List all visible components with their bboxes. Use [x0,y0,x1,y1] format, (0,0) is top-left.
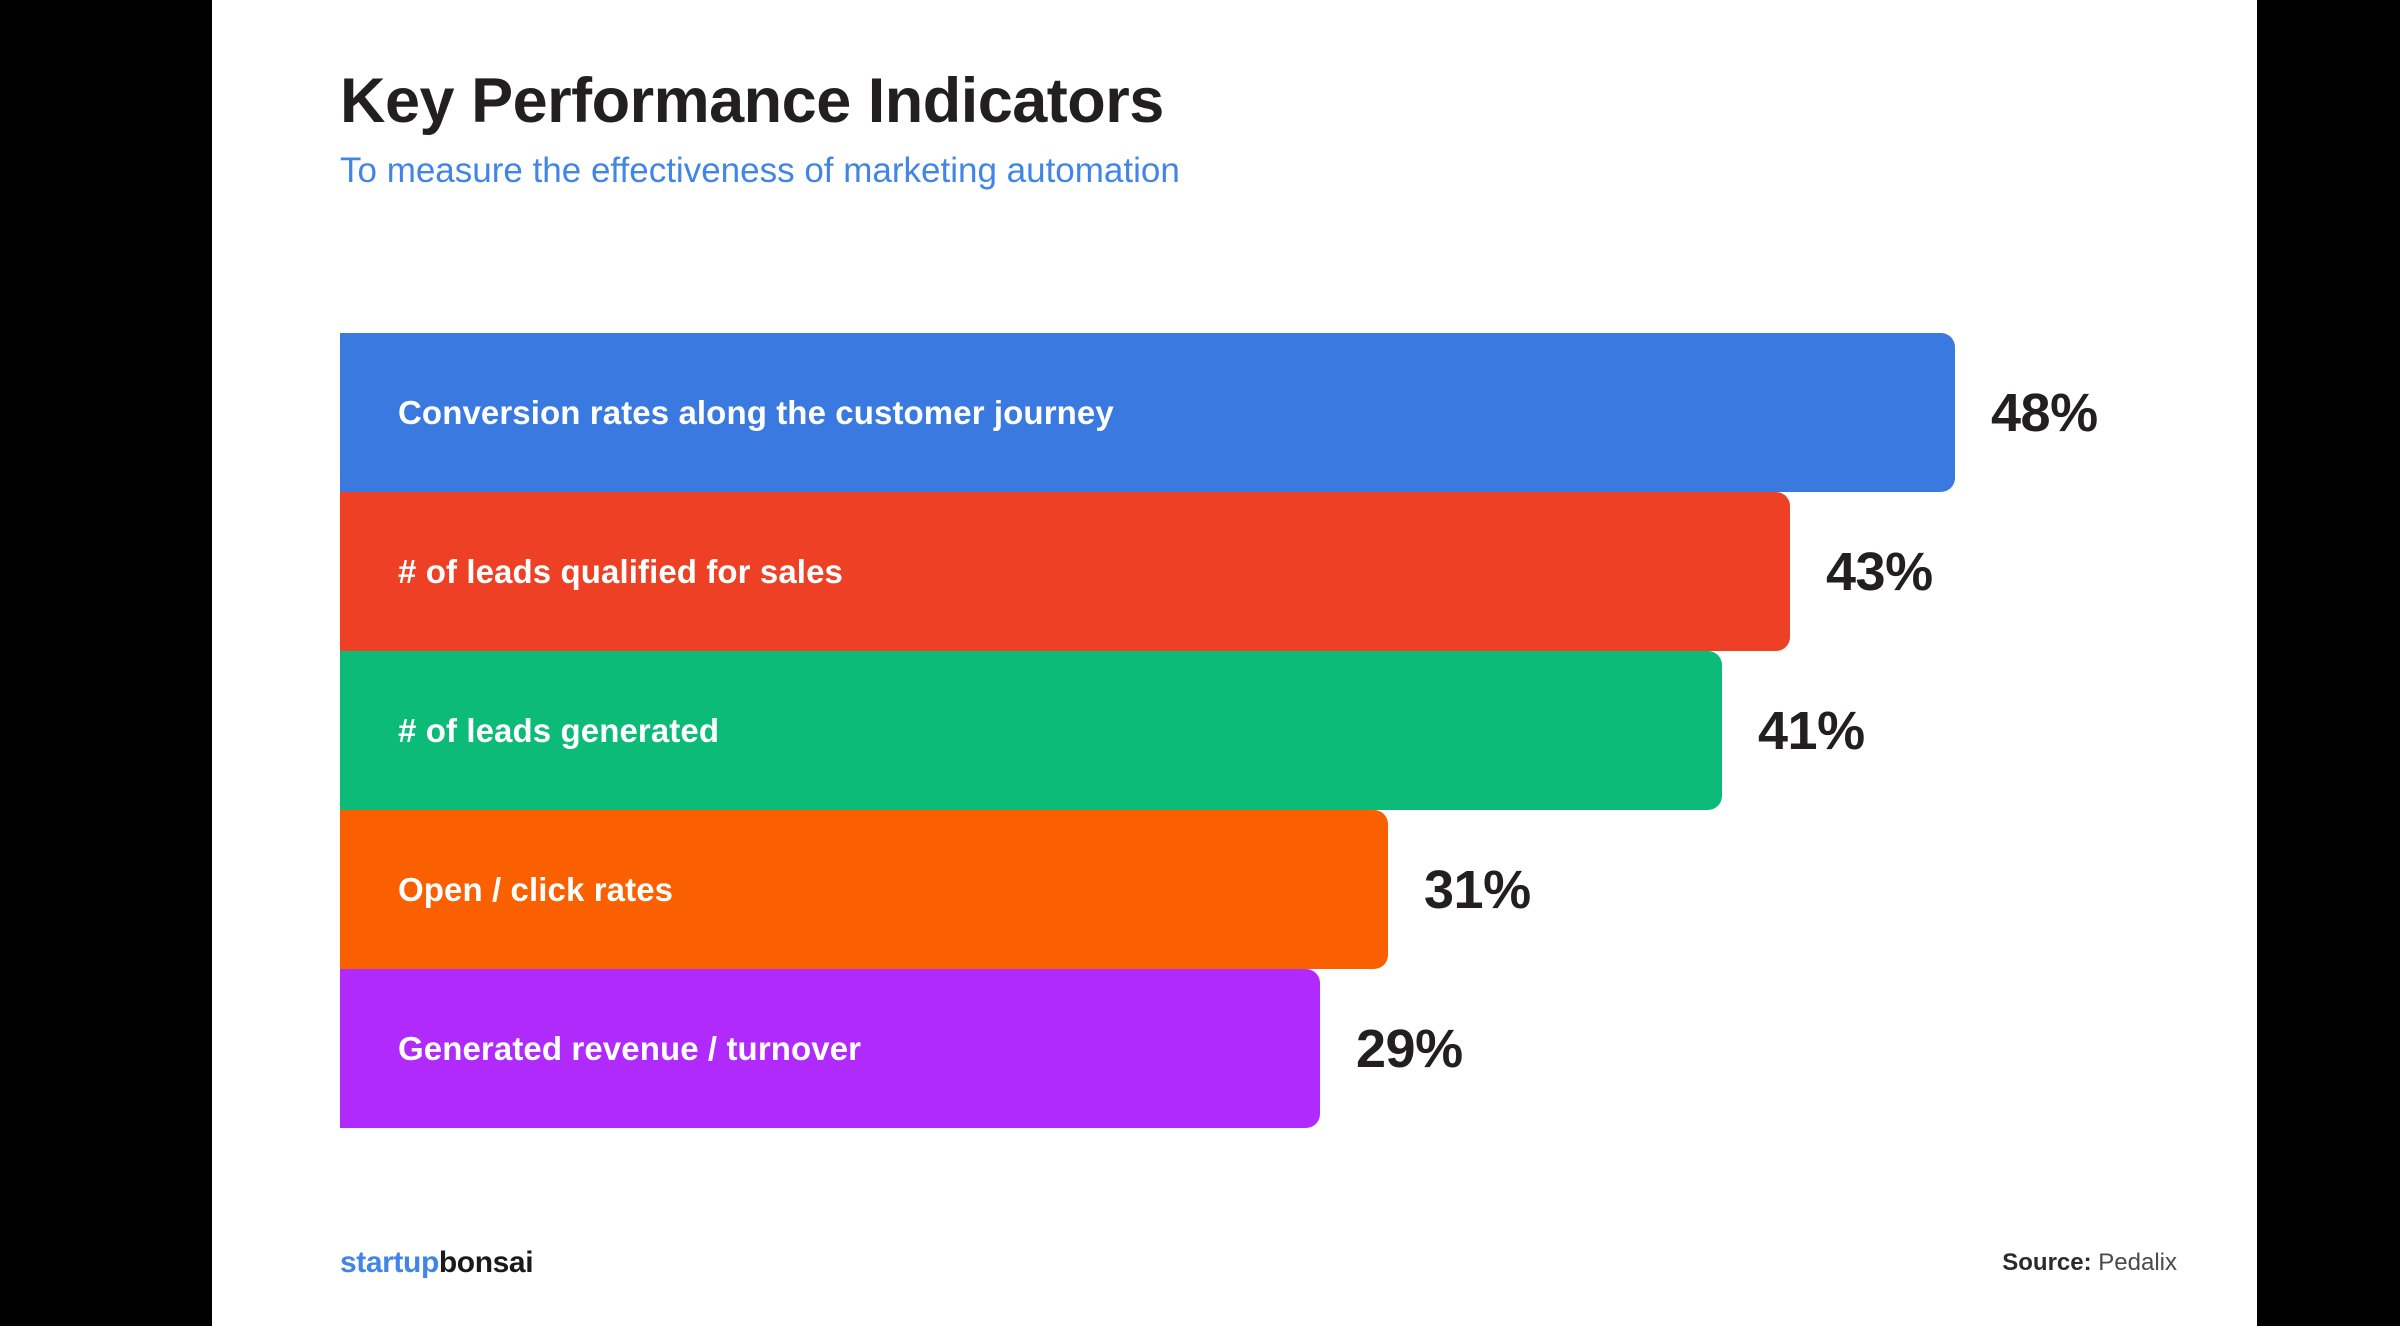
bar-value-label: 31% [1424,859,1531,920]
bar-row: Open / click rates 31% [340,810,2140,969]
bar-label: Open / click rates [398,870,674,908]
bar-row: Generated revenue / turnover 29% [340,969,2140,1128]
bar-segment[interactable]: # of leads generated [340,651,1722,810]
brand-logo-part1: startup [340,1246,439,1279]
brand-logo: startupbonsai [340,1246,534,1280]
horizontal-bar-chart: Conversion rates along the customer jour… [340,333,2140,1128]
bar-segment[interactable]: Generated revenue / turnover [340,969,1320,1128]
source-attribution: Source: Pedalix [2002,1249,2177,1277]
bar-value-label: 29% [1356,1018,1463,1079]
bar-label: # of leads qualified for sales [398,552,843,590]
footer-block: startupbonsai Source: Pedalix [340,1246,2177,1280]
brand-logo-part2: bonsai [438,1246,534,1279]
bar-value-label: 41% [1758,700,1865,761]
infographic-canvas: Key Performance Indicators To measure th… [212,0,2257,1326]
bar-value-label: 48% [1991,382,2098,443]
page-title: Key Performance Indicators [340,66,1164,136]
bar-segment[interactable]: Conversion rates along the customer jour… [340,333,1955,492]
bar-label: Generated revenue / turnover [398,1029,862,1067]
bar-segment[interactable]: # of leads qualified for sales [340,492,1790,651]
letterbox-left [0,0,212,1326]
letterbox-right [2257,0,2400,1326]
source-label: Source: [2002,1249,2092,1276]
source-name: Pedalix [2091,1249,2177,1276]
bar-value-label: 43% [1826,541,1933,602]
header-block: Key Performance Indicators To measure th… [340,66,1180,191]
bar-label: # of leads generated [398,711,720,749]
bar-label: Conversion rates along the customer jour… [398,393,1114,431]
page-subtitle: To measure the effectiveness of marketin… [340,150,1180,190]
bar-segment[interactable]: Open / click rates [340,810,1388,969]
bar-row: # of leads generated 41% [340,651,2140,810]
bar-row: # of leads qualified for sales 43% [340,492,2140,651]
bar-row: Conversion rates along the customer jour… [340,333,2140,492]
